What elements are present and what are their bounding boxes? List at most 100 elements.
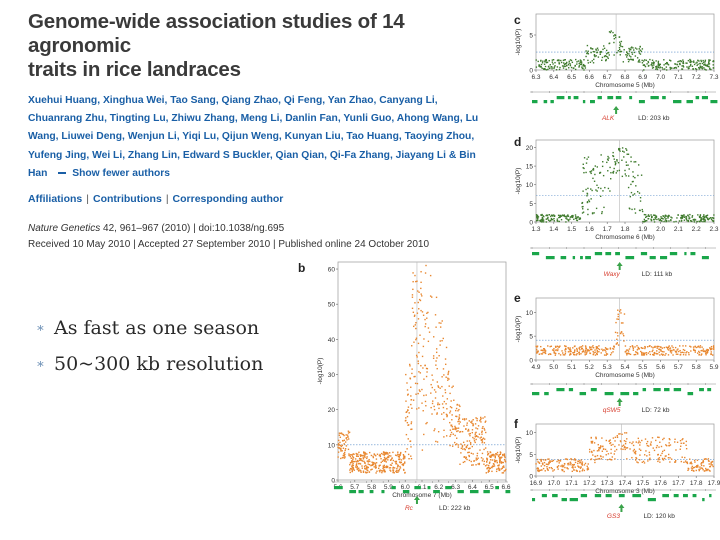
data-point (611, 456, 614, 458)
data-point (342, 433, 345, 436)
data-point (490, 466, 493, 468)
divider: | (86, 193, 89, 206)
data-point (711, 460, 714, 463)
data-point (576, 350, 578, 353)
data-point (463, 418, 466, 420)
data-point (551, 66, 553, 68)
data-point (471, 431, 474, 434)
data-point (634, 55, 637, 57)
data-point (538, 462, 541, 464)
author-line-1[interactable]: Xuehui Huang, Xinghua Wei, Tao Sang, Qia… (28, 95, 438, 106)
data-point (378, 469, 381, 472)
data-point (669, 347, 672, 349)
data-point (712, 345, 715, 347)
show-fewer-authors-link[interactable]: Show fewer authors (72, 167, 171, 179)
data-point (476, 435, 478, 437)
affiliations-link[interactable]: Affiliations (28, 193, 83, 206)
data-point (481, 460, 484, 462)
data-point (590, 437, 592, 439)
data-point (575, 217, 578, 219)
x-tick-label: 6.0 (401, 484, 410, 491)
data-point (359, 462, 361, 465)
data-point (384, 452, 386, 454)
data-point (587, 53, 590, 55)
data-point (547, 345, 549, 347)
data-point (653, 218, 655, 221)
data-point (383, 466, 385, 468)
data-point (477, 425, 480, 427)
data-point (701, 467, 704, 470)
data-point (500, 462, 503, 464)
data-point (499, 459, 501, 462)
data-point (447, 373, 449, 376)
data-point (449, 435, 451, 438)
y-axis-label: -log10(P) (515, 437, 522, 464)
corresponding-author-link[interactable]: Corresponding author (172, 193, 284, 206)
data-point (588, 200, 591, 203)
data-point (585, 162, 588, 164)
publication-dates: Received 10 May 2010 | Accepted 27 Septe… (28, 239, 430, 251)
data-point (421, 449, 424, 451)
data-point (569, 461, 572, 463)
x-tick-label: 5.1 (567, 364, 576, 371)
data-point (467, 451, 469, 454)
data-point (709, 67, 711, 69)
data-point (460, 443, 462, 445)
data-point (635, 450, 637, 453)
data-point (562, 59, 565, 62)
data-point (659, 67, 661, 69)
data-point (569, 350, 571, 352)
data-point (386, 466, 388, 468)
data-point (540, 214, 543, 216)
data-point (661, 66, 663, 69)
data-point (437, 386, 440, 388)
data-point (413, 375, 415, 378)
data-point (656, 67, 658, 69)
data-point (615, 448, 618, 451)
data-point (447, 372, 450, 374)
data-point (537, 467, 539, 469)
author-line-3[interactable]: Wang, Liuwei Deng, Wenjun Li, Yiqi Lu, Q… (28, 131, 475, 143)
data-point (359, 454, 362, 456)
data-point (581, 462, 583, 465)
data-point (710, 353, 712, 355)
data-point (553, 347, 555, 350)
data-point (379, 453, 381, 456)
data-point (682, 61, 684, 63)
data-point (378, 454, 381, 457)
data-point (470, 421, 472, 423)
data-point (341, 433, 343, 435)
data-point (616, 318, 618, 320)
paper-header: Genome-wide association studies of 14 ag… (28, 10, 498, 253)
gene-arrow-icon (616, 262, 623, 270)
data-point (685, 216, 688, 218)
data-point (422, 367, 424, 369)
paper-title-line-2: traits in rice landraces (28, 58, 241, 81)
data-point (578, 65, 581, 67)
data-point (465, 428, 467, 430)
data-point (474, 436, 476, 438)
author-line-4[interactable]: Yufeng Jing, Wei Li, Zhang Lin, Edward S… (28, 149, 476, 161)
data-point (572, 467, 574, 469)
data-point (612, 151, 614, 154)
data-point (435, 364, 437, 366)
data-point (627, 349, 629, 351)
data-point (566, 467, 568, 469)
contributions-link[interactable]: Contributions (92, 193, 162, 206)
data-point (361, 465, 363, 467)
author-last[interactable]: Han (28, 167, 48, 179)
data-point (553, 217, 555, 220)
data-point (340, 450, 342, 452)
data-point (559, 66, 561, 69)
data-point (595, 437, 597, 440)
data-point (582, 64, 585, 67)
data-point (433, 408, 436, 411)
data-point (544, 68, 546, 71)
data-point (599, 455, 602, 457)
data-point (582, 64, 584, 67)
data-point (399, 461, 401, 463)
data-point (340, 432, 343, 434)
author-line-2[interactable]: Chuanrang Zhu, Tingting Lu, Zhiwu Zhang,… (28, 113, 479, 125)
gene-block (701, 96, 709, 100)
data-point (429, 274, 432, 277)
